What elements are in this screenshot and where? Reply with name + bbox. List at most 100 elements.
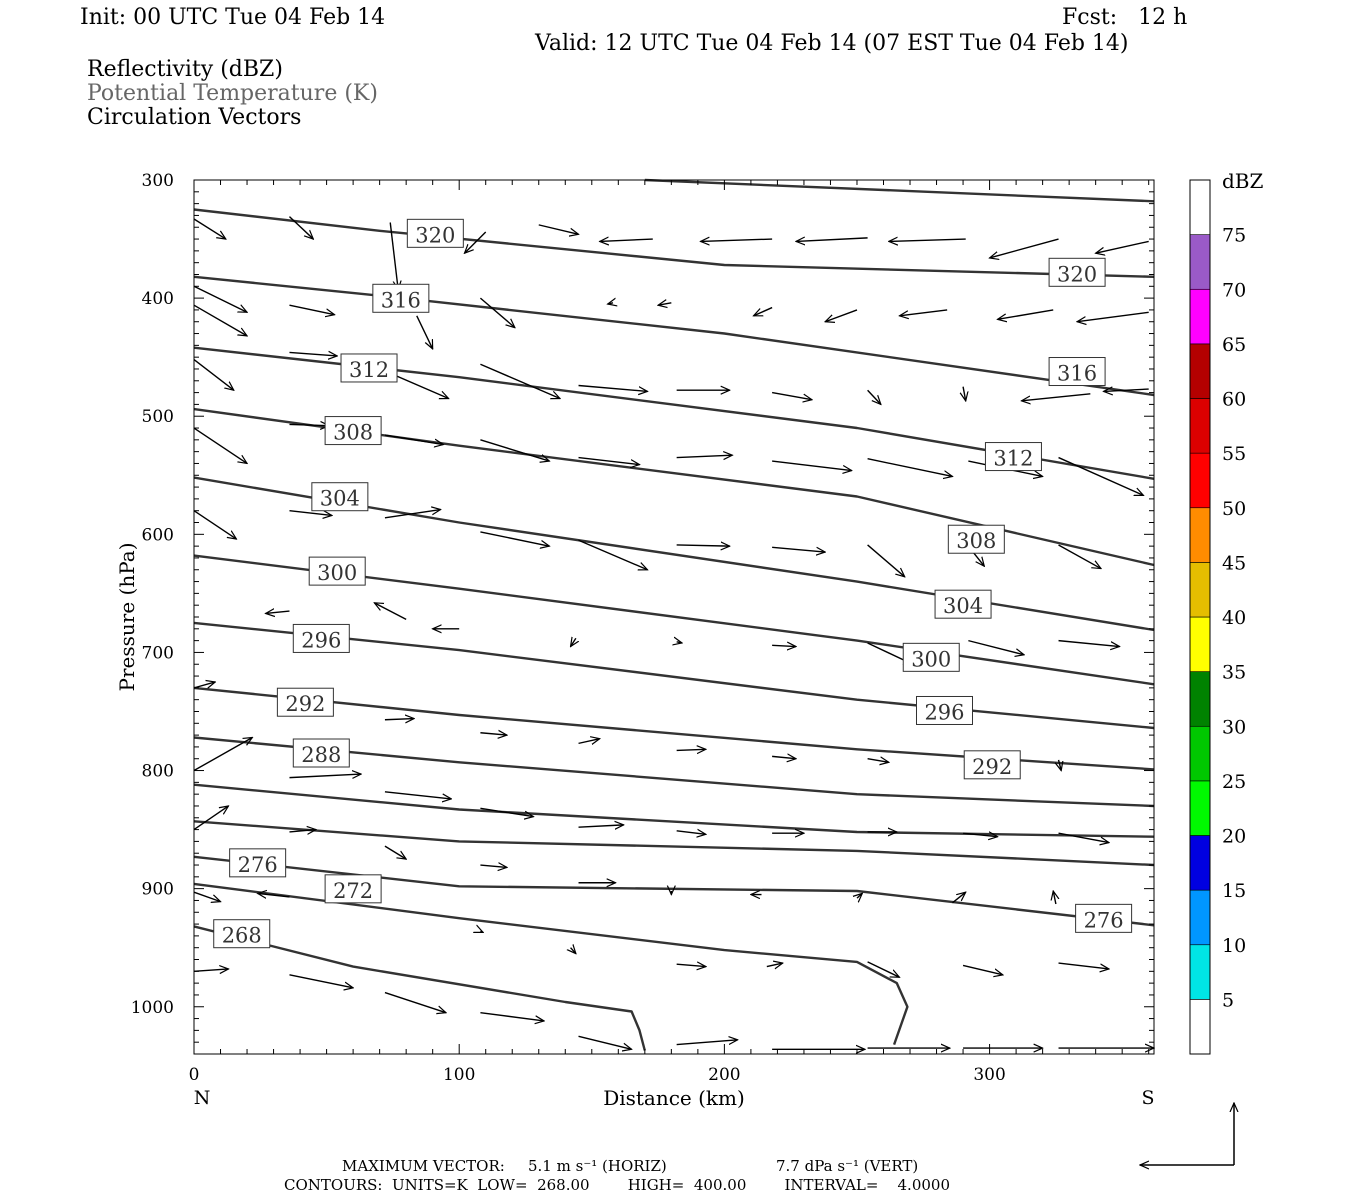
forecast-hour: Fcst: 12 h (1062, 5, 1188, 30)
theta-contour-280 (193, 820, 1155, 867)
theta-contour-284 (193, 783, 1155, 838)
circulation-vector (857, 893, 862, 898)
contour-label-text: 312 (993, 447, 1033, 471)
contour-label: 300 (308, 556, 366, 586)
contour-label: 276 (1075, 903, 1133, 933)
contour-label: 316 (372, 283, 430, 313)
circulation-vector (571, 948, 576, 954)
colorbar-swatch (1189, 616, 1211, 672)
colorbar-level-label: 65 (1222, 334, 1246, 356)
circulation-vector (193, 218, 226, 239)
contour-label: 296 (292, 623, 350, 653)
y-tick-label: 800 (142, 762, 174, 782)
circulation-vector (480, 439, 549, 461)
circulation-vector (480, 931, 483, 933)
contour-label: 312 (340, 353, 398, 383)
y-tick-label: 600 (142, 525, 174, 545)
colorbar-level-label: 5 (1222, 989, 1234, 1011)
circulation-vector (766, 963, 783, 967)
contour-label-text: 308 (333, 421, 373, 445)
circulation-vector (952, 892, 965, 904)
circulation-vector (867, 389, 881, 404)
contour-label-text: 320 (415, 223, 455, 247)
circulation-vector (676, 831, 706, 835)
contour-label-text: 292 (285, 692, 325, 716)
contour-label-text: 268 (222, 924, 262, 948)
contour-label-text: 292 (972, 755, 1012, 779)
contour-label-text: 276 (1084, 908, 1124, 932)
circulation-vector (676, 749, 706, 750)
circulation-vector (479, 297, 514, 328)
contour-label-text: 312 (349, 358, 389, 382)
y-tick-label: 1000 (131, 998, 174, 1018)
colorbar-level-label: 45 (1222, 552, 1246, 574)
circulation-vector (266, 611, 290, 613)
circulation-vector (193, 358, 234, 391)
x-tick-label: 0 (189, 1065, 200, 1085)
colorbar-level-label: 40 (1222, 607, 1246, 629)
circulation-vector (963, 386, 966, 401)
circulation-vector (578, 739, 600, 744)
circulation-vector (416, 315, 433, 349)
circulation-vector (771, 391, 812, 400)
contour-label: 272 (324, 874, 382, 904)
circulation-vector (480, 363, 560, 398)
circulation-vector (538, 224, 579, 234)
circulation-vector (193, 682, 215, 688)
circulation-vector (480, 733, 507, 735)
circulation-vector (701, 239, 773, 241)
colorbar-swatch (1189, 725, 1211, 782)
circulation-vector (676, 1040, 738, 1046)
circulation-vector (289, 424, 329, 425)
circulation-vector (899, 309, 948, 316)
circulation-vector (772, 460, 852, 470)
circulation-vector (867, 458, 953, 477)
circulation-vector (990, 238, 1059, 258)
colorbar-level-label: 30 (1222, 716, 1246, 738)
circulation-vector (578, 825, 624, 827)
contour-label: 308 (947, 524, 1005, 554)
circulation-vector (889, 239, 966, 241)
theta-contour-268 (193, 925, 646, 1051)
circulation-vector (384, 510, 441, 519)
circulation-vector (772, 645, 796, 646)
contour-label-text: 296 (301, 628, 341, 652)
y-tick-label: 700 (142, 643, 174, 663)
contour-label: 316 (1048, 357, 1106, 387)
circulation-vector (1077, 311, 1149, 321)
colorbar-swatch (1189, 452, 1211, 509)
circulation-vector (998, 309, 1054, 319)
circulation-vector (968, 639, 1024, 655)
circulation-vector (1021, 393, 1091, 401)
contour-label-text: 272 (333, 879, 373, 903)
x-right-end-label: S (1141, 1087, 1154, 1109)
circulation-vector (772, 546, 825, 552)
colorbar-swatch (1189, 780, 1211, 836)
reference-vector-icon (1140, 1103, 1234, 1165)
circulation-vector (825, 309, 858, 322)
colorbar-swatch (1189, 671, 1211, 727)
colorbar-level-label: 20 (1222, 826, 1246, 848)
circulation-vector (289, 974, 353, 988)
contour-label-text: 276 (238, 853, 278, 877)
valid-time: Valid: 12 UTC Tue 04 Feb 14 (07 EST Tue … (535, 31, 1129, 56)
max-vector-vert: 7.7 dPa s⁻¹ (VERT) (776, 1157, 919, 1175)
circulation-vector (289, 511, 331, 516)
theta-contour-line-1 (644, 178, 1155, 203)
colorbar-level-label: 75 (1222, 225, 1246, 247)
circulation-vector (1096, 240, 1149, 253)
circulation-vector (1059, 759, 1062, 771)
colorbar-unit: dBZ (1222, 169, 1264, 193)
field-circulation-vectors: Circulation Vectors (87, 105, 302, 130)
colorbar-level-label: 70 (1222, 279, 1246, 301)
colorbar-level-label: 35 (1222, 662, 1246, 684)
circulation-vector (289, 774, 361, 778)
circulation-vector (796, 238, 868, 242)
x-left-end-label: N (194, 1087, 211, 1109)
circulation-vector (193, 304, 247, 336)
circulation-vector (571, 638, 576, 646)
contour-label-text: 320 (1057, 262, 1097, 286)
circulation-vector (658, 303, 672, 305)
circulation-vector (867, 961, 900, 977)
circulation-vector (258, 893, 290, 897)
